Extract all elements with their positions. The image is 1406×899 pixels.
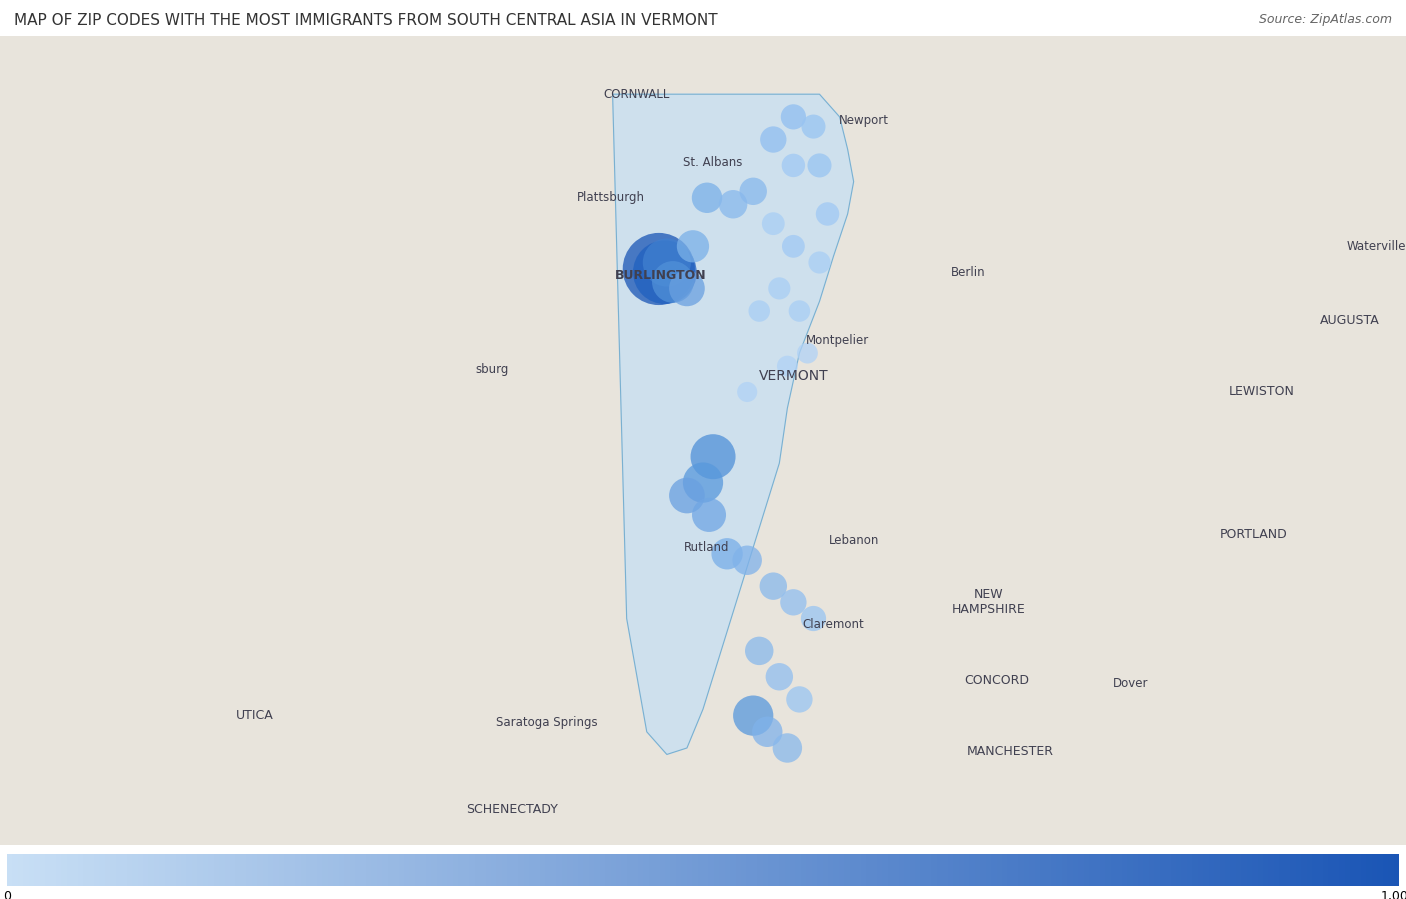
- Point: [662, 275, 685, 289]
- Point: [748, 644, 770, 658]
- Point: [697, 508, 720, 522]
- Point: [782, 158, 804, 173]
- Point: [676, 281, 699, 296]
- Text: NEW
HAMPSHIRE: NEW HAMPSHIRE: [952, 588, 1025, 617]
- Point: [735, 553, 758, 567]
- Point: [808, 158, 831, 173]
- Text: Claremont: Claremont: [803, 619, 865, 631]
- Point: [782, 110, 804, 124]
- Point: [782, 239, 804, 254]
- Point: [789, 304, 811, 318]
- Point: [682, 239, 704, 254]
- Point: [789, 692, 811, 707]
- Point: [696, 191, 718, 205]
- Point: [808, 255, 831, 270]
- Polygon shape: [613, 94, 853, 754]
- Text: Waterville: Waterville: [1346, 240, 1406, 253]
- Text: Plattsburgh: Plattsburgh: [576, 191, 644, 204]
- Point: [776, 359, 799, 373]
- Point: [756, 725, 779, 739]
- Text: AUGUSTA: AUGUSTA: [1320, 315, 1379, 327]
- Point: [803, 120, 825, 134]
- Point: [803, 611, 825, 626]
- Text: UTICA: UTICA: [236, 709, 274, 722]
- Point: [762, 132, 785, 147]
- Point: [716, 547, 738, 561]
- Point: [742, 708, 765, 723]
- Text: Montpelier: Montpelier: [806, 334, 869, 347]
- Text: Lebanon: Lebanon: [828, 534, 879, 547]
- Text: Berlin: Berlin: [950, 266, 986, 279]
- Text: BURLINGTON: BURLINGTON: [614, 269, 707, 282]
- Text: PORTLAND: PORTLAND: [1219, 528, 1288, 541]
- Point: [768, 281, 790, 296]
- Point: [796, 346, 818, 360]
- Point: [648, 262, 671, 276]
- Point: [654, 265, 676, 280]
- Point: [762, 217, 785, 231]
- Text: Source: ZipAtlas.com: Source: ZipAtlas.com: [1258, 13, 1392, 26]
- Text: MANCHESTER: MANCHESTER: [967, 744, 1054, 758]
- Text: Newport: Newport: [839, 113, 889, 127]
- Point: [762, 579, 785, 593]
- Text: St. Albans: St. Albans: [683, 156, 742, 169]
- Text: CORNWALL: CORNWALL: [603, 88, 669, 101]
- Point: [692, 476, 714, 490]
- Point: [817, 207, 839, 221]
- Text: CONCORD: CONCORD: [963, 673, 1029, 687]
- Text: LEWISTON: LEWISTON: [1229, 386, 1295, 398]
- Point: [655, 255, 678, 270]
- Point: [735, 385, 758, 399]
- Text: Rutland: Rutland: [685, 541, 730, 554]
- Text: MAP OF ZIP CODES WITH THE MOST IMMIGRANTS FROM SOUTH CENTRAL ASIA IN VERMONT: MAP OF ZIP CODES WITH THE MOST IMMIGRANT…: [14, 13, 717, 29]
- Point: [782, 595, 804, 610]
- Text: SCHENECTADY: SCHENECTADY: [467, 803, 558, 816]
- Text: Saratoga Springs: Saratoga Springs: [495, 716, 598, 728]
- Point: [742, 184, 765, 199]
- Text: Dover: Dover: [1114, 677, 1149, 690]
- Point: [748, 304, 770, 318]
- Point: [776, 741, 799, 755]
- Point: [721, 197, 744, 211]
- Point: [676, 488, 699, 503]
- Text: sburg: sburg: [475, 363, 509, 376]
- Point: [768, 670, 790, 684]
- Point: [702, 450, 724, 464]
- Text: VERMONT: VERMONT: [759, 369, 828, 383]
